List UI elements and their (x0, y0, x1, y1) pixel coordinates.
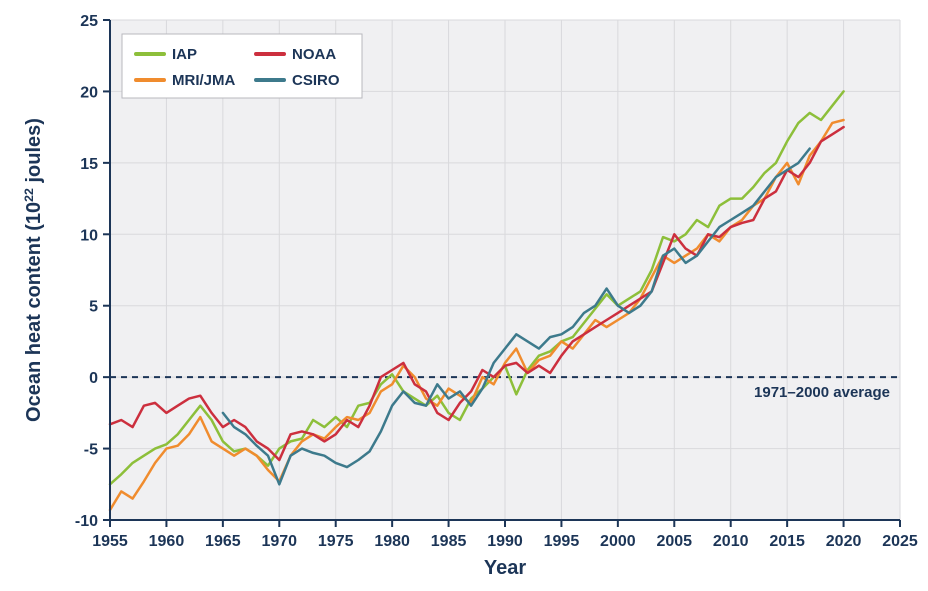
x-tick-label: 1970 (261, 533, 297, 550)
legend-label: IAP (172, 46, 197, 63)
chart-svg: 1971–2000 average 1955 1960 1965 1970 1975 198… (0, 0, 928, 591)
x-tick-label: 2025 (882, 533, 918, 550)
ocean-heat-chart: 1971–2000 average 1955 1960 1965 1970 1975 198… (0, 0, 928, 591)
y-tick-label: 20 (80, 84, 98, 101)
x-tick-label: 1995 (544, 533, 580, 550)
x-tick-label: 2020 (826, 533, 862, 550)
legend-label: NOAA (292, 46, 336, 63)
x-tick-label: 1985 (431, 533, 467, 550)
x-tick-label: 1990 (487, 533, 523, 550)
y-tick-label: -10 (75, 513, 98, 530)
x-tick-label: 2010 (713, 533, 749, 550)
y-tick-label: -5 (84, 442, 98, 459)
x-axis-title: Year (484, 557, 526, 579)
x-tick-label: 2005 (656, 533, 692, 550)
x-tick-label: 2015 (769, 533, 805, 550)
x-tick-label: 1960 (149, 533, 185, 550)
x-tick-label: 2000 (600, 533, 636, 550)
y-tick-label: 10 (80, 227, 98, 244)
y-axis-title: Ocean heat content (1022 joules) (22, 118, 45, 422)
x-tick-label: 1975 (318, 533, 354, 550)
y-tick-label: 15 (80, 156, 98, 173)
y-tick-label: 5 (89, 299, 98, 316)
legend-label: MRI/JMA (172, 72, 236, 89)
legend-label: CSIRO (292, 72, 340, 89)
y-tick-label: 0 (89, 370, 98, 387)
reference-label: 1971–2000 average (754, 384, 890, 401)
y-tick-label: 25 (80, 13, 98, 30)
x-tick-label: 1955 (92, 533, 128, 550)
x-tick-label: 1965 (205, 533, 241, 550)
x-tick-label: 1980 (374, 533, 410, 550)
